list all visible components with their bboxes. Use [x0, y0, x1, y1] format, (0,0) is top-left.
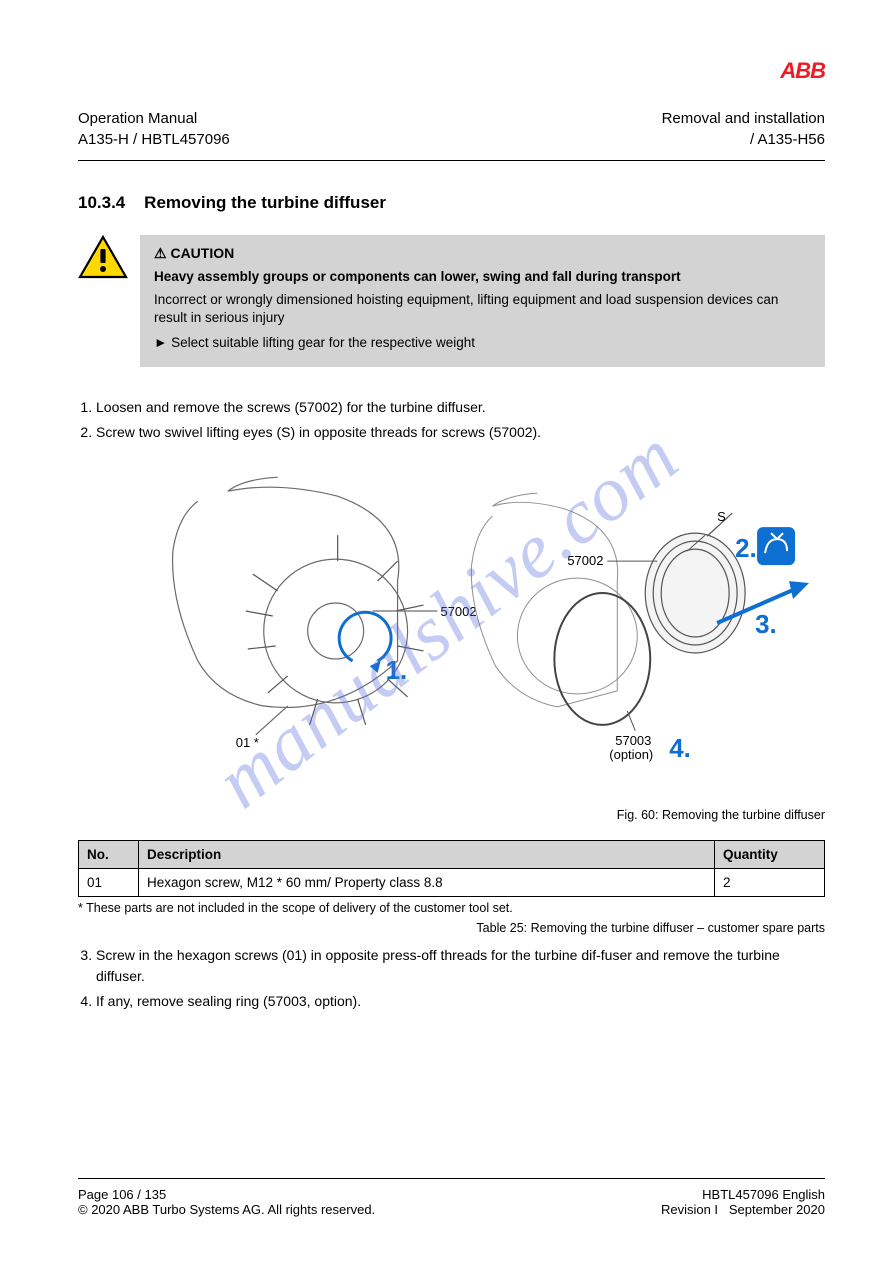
label-option: (option) [609, 746, 653, 761]
footer-code: HBTL457096 English [661, 1187, 825, 1202]
cell-no: 01 [79, 868, 139, 896]
caution-headline: Heavy assembly groups or components can … [154, 268, 811, 287]
table-row: 01 Hexagon screw, M12 * 60 mm/ Property … [79, 868, 825, 896]
table-caption: Table 25: Removing the turbine diffuser … [78, 921, 825, 935]
chapter-title: Removal and installation [662, 110, 825, 127]
caution-text-box: ⚠ CAUTION Heavy assembly groups or compo… [140, 235, 825, 367]
step-3-label: 3. [755, 608, 777, 638]
post-step-4: If any, remove sealing ring (57003, opti… [96, 991, 825, 1012]
product-code: / A135-H56 [750, 131, 825, 148]
caution-body: Incorrect or wrongly dimensioned hoistin… [154, 291, 811, 328]
col-no: No. [79, 840, 139, 868]
pre-step-list: Loosen and remove the screws (57002) for… [96, 397, 825, 443]
figure-caption: Fig. 60: Removing the turbine diffuser [78, 808, 825, 822]
footer-date: September 2020 [729, 1202, 825, 1217]
page-container: ABB Operation Manual Removal and install… [0, 0, 893, 1263]
pre-step-1: Loosen and remove the screws (57002) for… [96, 397, 825, 418]
doc-title: Operation Manual [78, 110, 197, 127]
caution-label-icon: ⚠ [154, 245, 167, 261]
footer-revision: Revision I [661, 1202, 718, 1217]
page-footer: Page 106 / 135 © 2020 ABB Turbo Systems … [78, 1178, 825, 1217]
label-s: S [717, 509, 726, 524]
cell-desc: Hexagon screw, M12 * 60 mm/ Property cla… [139, 868, 715, 896]
model-code: A135-H / HBTL457096 [78, 131, 230, 148]
caution-label: CAUTION [170, 245, 234, 261]
caution-action: Select suitable lifting gear for the res… [171, 335, 475, 350]
post-step-list: Screw in the hexagon screws (01) in oppo… [96, 945, 825, 1012]
caution-bullet-line: ► Select suitable lifting gear for the r… [154, 334, 811, 353]
col-desc: Description [139, 840, 715, 868]
caution-callout: ⚠ CAUTION Heavy assembly groups or compo… [78, 235, 825, 367]
warning-triangle-icon [78, 235, 128, 279]
col-qty: Quantity [715, 840, 825, 868]
step-1-label: 1. [386, 654, 408, 684]
page-header: Operation Manual Removal and installatio… [78, 56, 825, 161]
label-57002-right: 57002 [567, 553, 603, 568]
cell-qty: 2 [715, 868, 825, 896]
label-01star: 01 * [236, 734, 259, 749]
exploded-view-figure: 57002 01 * 1. S [78, 461, 825, 796]
step-4-label: 4. [669, 732, 691, 762]
label-57002-left: 57002 [441, 604, 477, 619]
step-2-label: 2. [735, 533, 757, 563]
post-step-3: Screw in the hexagon screws (01) in oppo… [96, 945, 825, 987]
abb-logo: ABB [780, 58, 825, 84]
footer-copyright: © 2020 ABB Turbo Systems AG. All rights … [78, 1202, 375, 1217]
components-table: No. Description Quantity 01 Hexagon scre… [78, 840, 825, 897]
label-57003: 57003 [615, 732, 651, 747]
pre-step-2: Screw two swivel lifting eyes (S) in opp… [96, 422, 825, 443]
table-footnote: * These parts are not included in the sc… [78, 901, 825, 915]
section-title-text: Removing the turbine diffuser [144, 193, 386, 212]
section-heading: 10.3.4 Removing the turbine diffuser [78, 193, 825, 213]
section-number: 10.3.4 [78, 193, 125, 212]
footer-page: Page 106 / 135 [78, 1187, 375, 1202]
